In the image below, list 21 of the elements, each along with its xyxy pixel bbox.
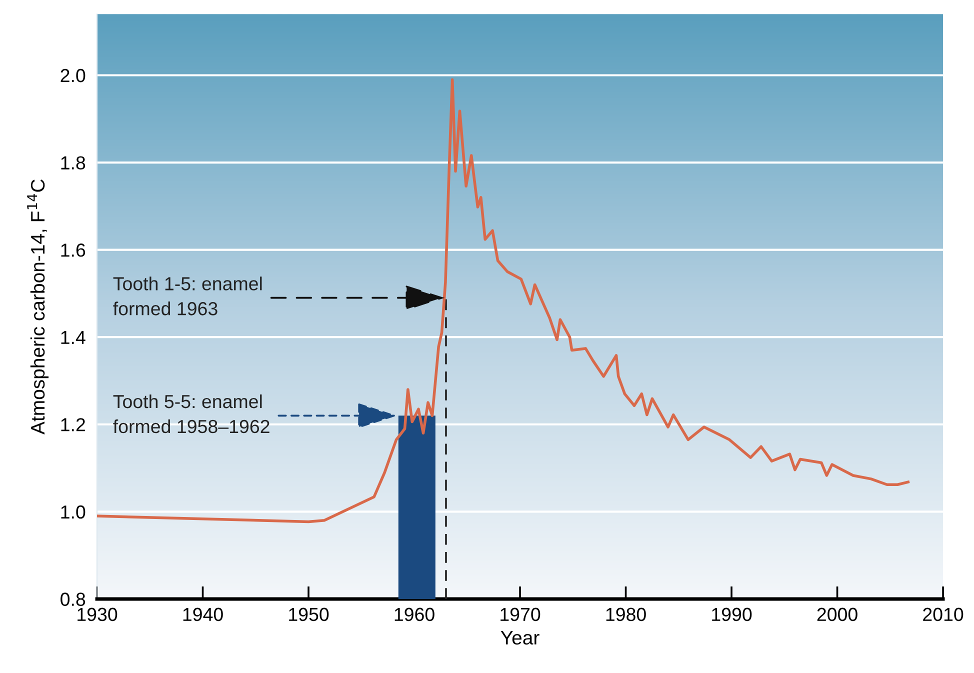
annotation: Tooth 1-5: enamel formed 1963: [113, 276, 262, 316]
y-tick-label: 1.6: [61, 244, 86, 257]
y-tick-label: 1.2: [61, 418, 85, 432]
x-tick-label: 2000: [817, 608, 858, 622]
y-tick-label: 1.4: [61, 330, 86, 344]
x-tick-label: 1940: [183, 608, 223, 622]
x-tick-label: 1990: [712, 608, 752, 622]
y-tick-label: 1.0: [61, 505, 86, 519]
y-axis-title: Atmospheric carbon-14, F$^{14}$C: [27, 179, 49, 434]
x-tick-label: 2010: [923, 608, 964, 622]
x-tick-label: 1980: [606, 608, 646, 622]
x-tick-label: 1970: [500, 608, 540, 622]
x-axis-title: Year: [500, 631, 540, 645]
x-tick-label: 1930: [78, 608, 118, 622]
y-tick-label: 2.0: [60, 68, 86, 82]
y-tick-label: 1.8: [61, 156, 86, 170]
x-tick-label: 1960: [394, 608, 434, 622]
x-tick-label: 1950: [289, 608, 329, 622]
annotation: Tooth 5-5: enamel formed 1958–1962: [113, 394, 270, 434]
line-series: [97, 78, 910, 524]
y-tick-label: 0.8: [60, 592, 86, 606]
